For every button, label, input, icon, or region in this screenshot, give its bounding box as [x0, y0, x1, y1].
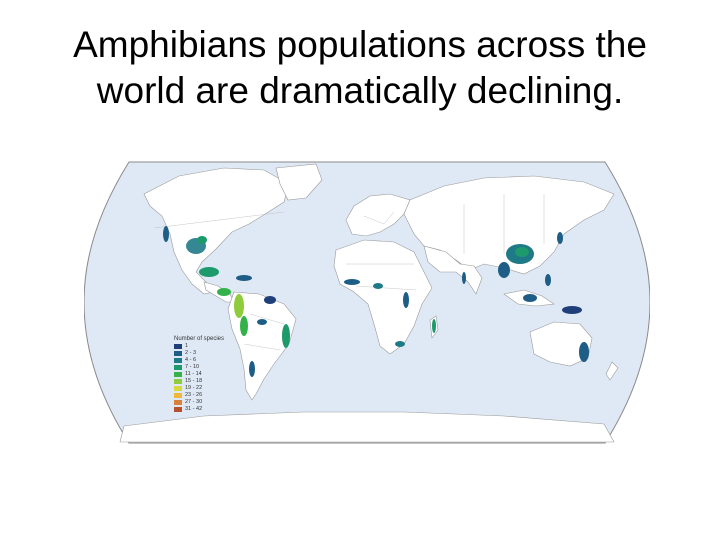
legend-swatch	[174, 393, 182, 398]
hotspot-new-guinea	[562, 306, 582, 314]
legend-item: 2 - 3	[174, 350, 244, 357]
country-borders	[153, 194, 545, 351]
title-line-1: Amphibians populations across the	[73, 24, 647, 65]
legend-swatch	[174, 344, 182, 349]
legend-label: 31 - 42	[185, 406, 203, 412]
legend-item: 19 - 22	[174, 385, 244, 392]
hotspot-amazon	[257, 319, 267, 325]
legend-swatch	[174, 386, 182, 391]
legend-label: 1	[185, 343, 189, 349]
hotspot-appalachia	[197, 236, 207, 244]
hotspot-west-africa	[344, 279, 360, 285]
legend-item: 7 - 10	[174, 364, 244, 371]
legend-label: 4 - 6	[185, 357, 197, 363]
legend-label: 15 - 18	[185, 378, 203, 384]
legend-swatch	[174, 365, 182, 370]
legend-label: 7 - 10	[185, 364, 200, 370]
species-hotspots	[163, 226, 589, 377]
hotspot-east-australia	[579, 342, 589, 362]
hotspot-mexico	[199, 267, 219, 277]
hotspot-madagascar	[432, 319, 436, 333]
hotspot-china-core	[515, 247, 529, 257]
hotspot-philippines	[545, 274, 551, 286]
hotspot-atlantic-forest	[282, 324, 290, 348]
hotspot-andes-north	[234, 294, 244, 318]
legend-label: 11 - 14	[185, 371, 202, 377]
legend-swatch	[174, 400, 182, 405]
legend-title: Number of species	[174, 336, 225, 342]
south-asia	[423, 245, 483, 295]
greenland	[275, 163, 323, 201]
legend-item: 23 - 26	[174, 392, 244, 399]
hotspot-guiana	[264, 296, 276, 304]
legend-label: 27 - 30	[185, 399, 203, 405]
hotspot-cameroon	[373, 283, 383, 289]
slide-title: Amphibians populations across the world …	[0, 22, 720, 114]
legend-swatch	[174, 407, 182, 412]
hotspot-borneo	[523, 294, 537, 302]
hotspot-south-africa	[395, 341, 405, 347]
legend-label: 2 - 3	[185, 350, 197, 356]
hotspot-indochina	[498, 262, 510, 278]
title-line-2: world are dramatically declining.	[96, 70, 624, 111]
new-zealand	[605, 361, 619, 381]
legend-swatch	[174, 379, 182, 384]
legend-swatch	[174, 351, 182, 356]
hotspot-west-coast	[163, 226, 169, 242]
hotspot-east-africa	[403, 292, 409, 308]
hotspot-andes-central	[240, 316, 248, 336]
legend-label: 23 - 26	[185, 392, 203, 398]
world-map	[84, 161, 650, 444]
antarctica	[119, 411, 615, 443]
legend-item: 1	[174, 343, 244, 350]
legend-item: 11 - 14	[174, 371, 244, 378]
legend-item: 27 - 30	[174, 399, 244, 406]
legend-label: 19 - 22	[185, 385, 203, 391]
hotspot-japan	[557, 232, 563, 244]
legend-swatch	[174, 372, 182, 377]
hotspot-western-ghats	[462, 272, 466, 284]
hotspot-central-america	[217, 288, 231, 296]
north-america	[143, 167, 290, 295]
hotspot-caribbean	[236, 275, 252, 281]
legend-item: 4 - 6	[174, 357, 244, 364]
legend-swatch	[174, 358, 182, 363]
legend-item: 31 - 42	[174, 406, 244, 413]
hotspot-south-cone	[249, 361, 255, 377]
legend-item: 15 - 18	[174, 378, 244, 385]
